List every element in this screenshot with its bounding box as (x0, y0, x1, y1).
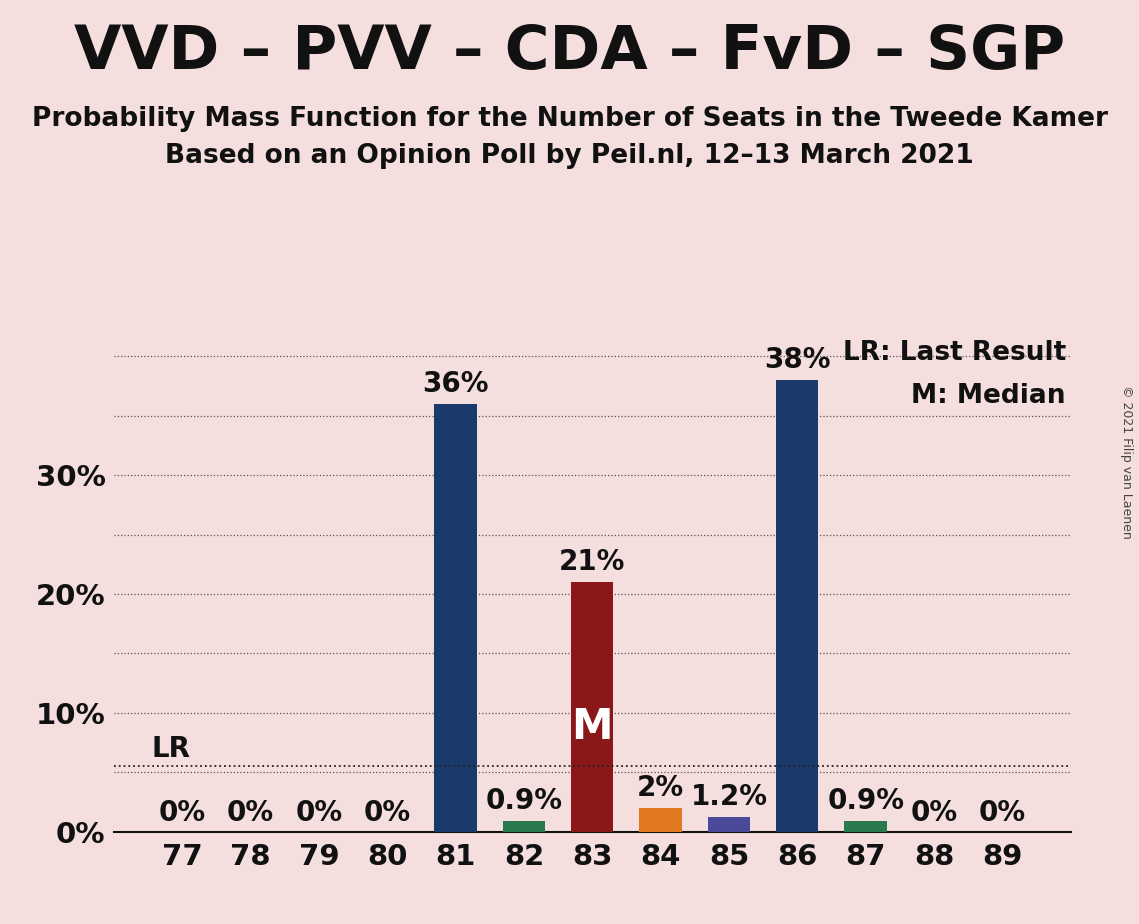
Bar (707, 818, 751, 832)
Text: 0%: 0% (295, 799, 343, 827)
Text: M: M (572, 706, 613, 748)
Text: 0%: 0% (227, 799, 274, 827)
Text: VVD – PVV – CDA – FvD – SGP: VVD – PVV – CDA – FvD – SGP (74, 23, 1065, 82)
Text: 0%: 0% (363, 799, 411, 827)
Text: Probability Mass Function for the Number of Seats in the Tweede Kamer: Probability Mass Function for the Number… (32, 106, 1107, 132)
Bar (502, 821, 546, 832)
Text: LR: LR (151, 736, 190, 763)
Text: Based on an Opinion Poll by Peil.nl, 12–13 March 2021: Based on an Opinion Poll by Peil.nl, 12–… (165, 143, 974, 169)
Text: 2%: 2% (637, 774, 685, 802)
Text: 21%: 21% (559, 548, 625, 577)
Text: 0.9%: 0.9% (485, 787, 563, 815)
Text: M: Median: M: Median (911, 383, 1066, 408)
Text: 0%: 0% (158, 799, 206, 827)
Bar (571, 582, 614, 832)
Text: 38%: 38% (764, 346, 830, 374)
Bar (844, 821, 887, 832)
Bar (639, 808, 682, 832)
Text: © 2021 Filip van Laenen: © 2021 Filip van Laenen (1121, 385, 1133, 539)
Bar (776, 380, 819, 832)
Text: 0%: 0% (978, 799, 1026, 827)
Text: 0.9%: 0.9% (827, 787, 904, 815)
Text: 0%: 0% (910, 799, 958, 827)
Text: 1.2%: 1.2% (690, 784, 768, 811)
Bar (434, 404, 477, 832)
Text: 36%: 36% (423, 370, 489, 398)
Text: LR: Last Result: LR: Last Result (843, 340, 1066, 366)
